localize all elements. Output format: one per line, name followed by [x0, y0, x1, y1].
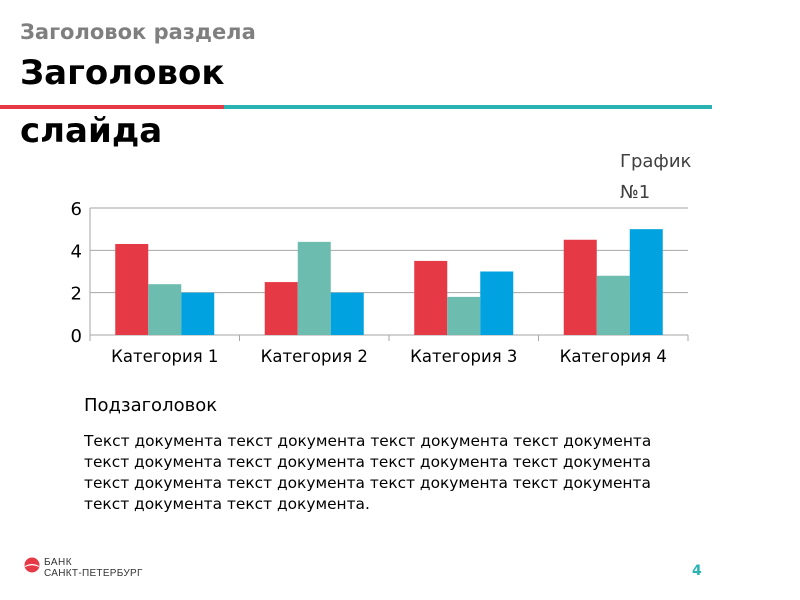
title-rule-teal — [224, 105, 712, 109]
page-number: 4 — [692, 563, 702, 579]
bar — [148, 284, 182, 335]
slide-title: Заголовок слайда — [20, 53, 225, 151]
bar — [629, 229, 663, 335]
section-title: Заголовок раздела — [20, 20, 256, 44]
x-tick-label: Категория 3 — [410, 347, 517, 366]
x-tick-label: Категория 4 — [560, 347, 667, 366]
y-tick-label: 4 — [71, 241, 82, 262]
bank-logo: БАНК САНКТ-ПЕТЕРБУРГ — [24, 555, 174, 585]
body-text: Текст документа текст документа текст до… — [84, 432, 652, 513]
y-tick-label: 0 — [71, 326, 82, 347]
bar — [480, 271, 514, 335]
bar — [330, 292, 364, 335]
title-rule-red — [0, 105, 224, 109]
bank-logo-icon — [24, 557, 40, 573]
bar — [264, 282, 298, 335]
x-tick-label: Категория 2 — [261, 347, 368, 366]
bar — [115, 243, 149, 335]
y-tick-label: 2 — [71, 284, 82, 305]
bar — [563, 239, 597, 335]
chart-title: График №1 — [620, 151, 692, 203]
logo-text-city: САНКТ-ПЕТЕРБУРГ — [44, 568, 143, 579]
y-tick-label: 6 — [71, 199, 82, 220]
bar — [447, 296, 481, 335]
logo-text-bank: БАНК — [44, 557, 73, 568]
bar — [181, 292, 215, 335]
bar — [596, 275, 630, 335]
subtitle: Подзаголовок — [84, 395, 218, 416]
bar — [297, 241, 331, 335]
x-tick-label: Категория 1 — [111, 347, 218, 366]
bar — [414, 260, 448, 335]
